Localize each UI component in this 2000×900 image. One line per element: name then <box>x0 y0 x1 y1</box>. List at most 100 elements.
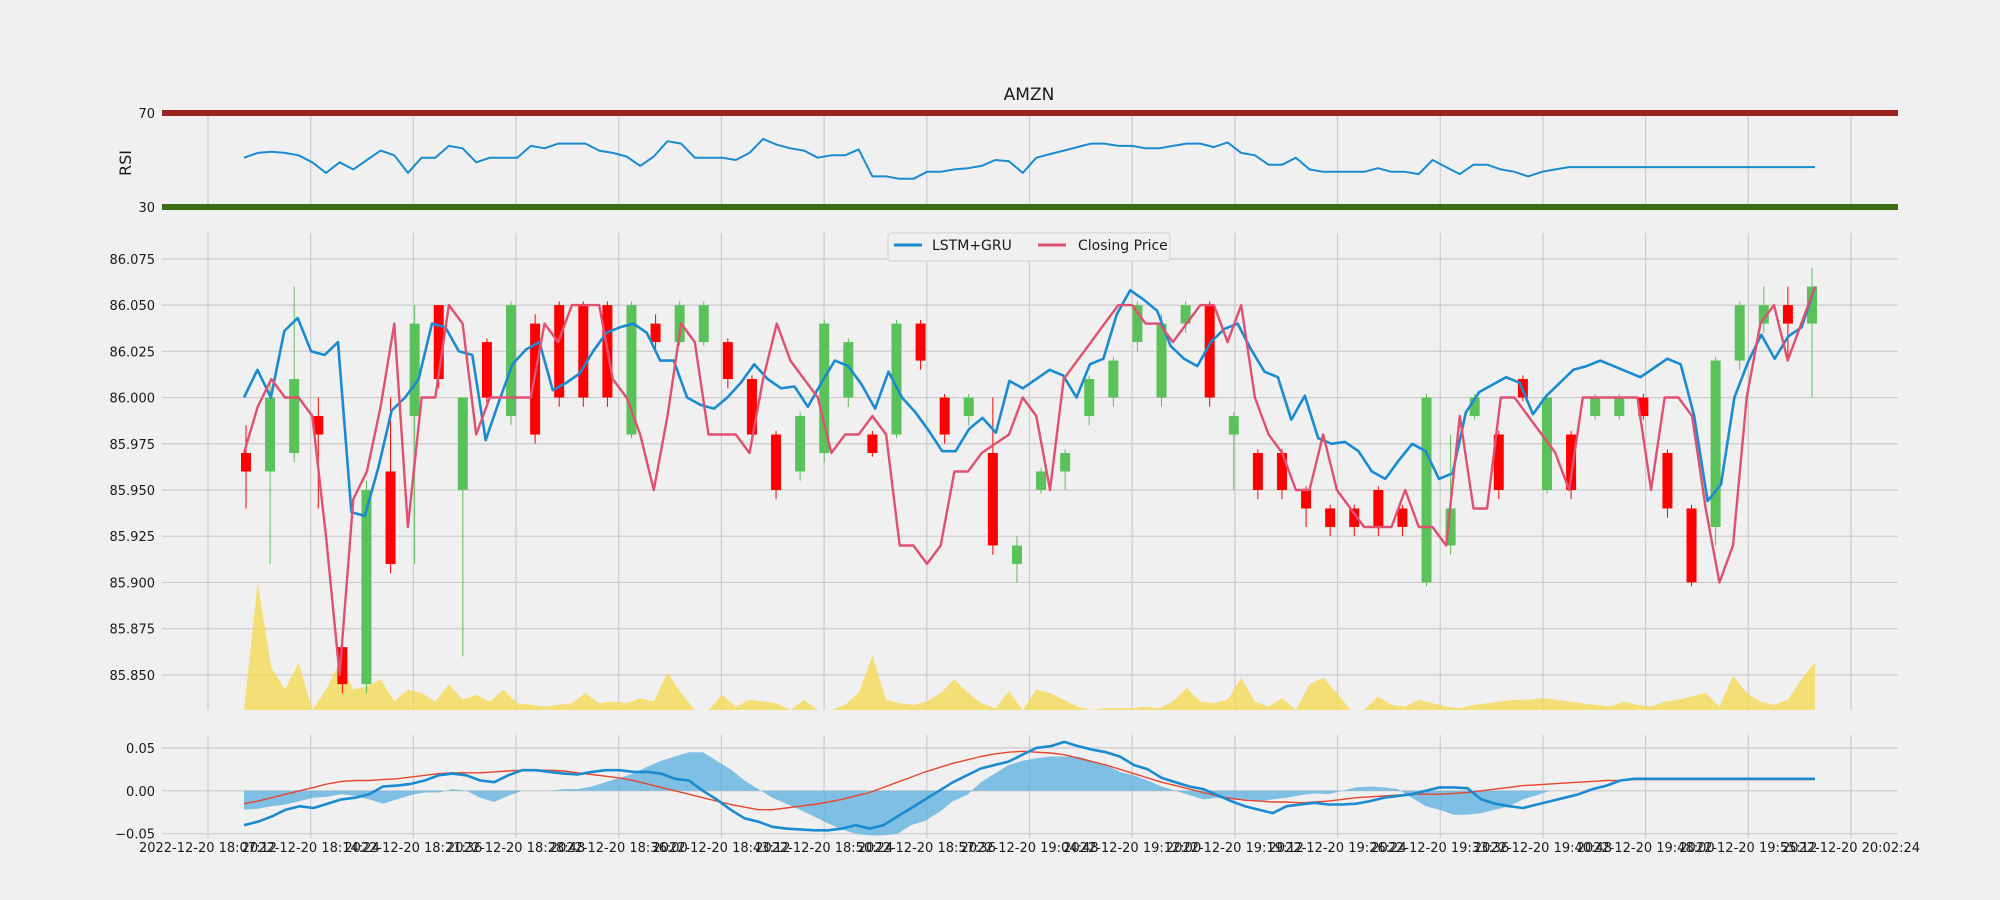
price-tick-label: 85.900 <box>110 576 156 591</box>
candle-down <box>1349 508 1360 527</box>
x-tick-label: 2022-12-20 18:43:12 <box>652 841 790 856</box>
candle-down <box>1276 453 1287 490</box>
candle-up <box>1590 397 1601 417</box>
candle-down <box>1373 489 1384 527</box>
candle-up <box>1614 397 1625 417</box>
rsi-tick-label: 70 <box>138 107 155 122</box>
x-tick-label: 2022-12-20 19:33:36 <box>1371 841 1509 856</box>
candle-up <box>963 397 974 417</box>
macd-tick-label: −0.05 <box>115 828 155 843</box>
candle-up <box>265 397 276 472</box>
macd-tick-label: 0.00 <box>126 785 155 800</box>
candle-up <box>1758 305 1769 324</box>
candle-up <box>626 305 637 435</box>
x-tick-label: 2022-12-20 19:48:00 <box>1577 841 1715 856</box>
rsi-reference-lines <box>162 110 1898 210</box>
candle-down <box>481 342 492 398</box>
candle-up <box>409 323 420 417</box>
volume-area <box>244 582 1815 710</box>
candle-down <box>1325 508 1336 527</box>
price-tick-label: 85.925 <box>110 530 156 545</box>
candle-down <box>241 453 251 472</box>
candle-down <box>313 416 324 435</box>
candle-up <box>1421 397 1432 583</box>
candle-down <box>867 434 878 454</box>
rsi-panel: AMZN RSI 70 30 <box>116 85 1898 216</box>
price-y-ticks: 86.075 86.050 86.025 86.000 85.975 85.950 85.9… <box>110 253 156 684</box>
candle-down <box>1493 434 1504 490</box>
rsi-axis-label: RSI <box>116 150 135 176</box>
candle-down <box>1686 508 1697 583</box>
price-tick-label: 85.875 <box>110 623 156 638</box>
x-tick-label: 2022-12-20 18:36:00 <box>550 841 688 856</box>
legend: LSTM+GRU Closing Price <box>887 232 1171 262</box>
candle-down <box>337 647 348 685</box>
rsi-tick-label: 30 <box>138 201 155 216</box>
x-tick-label: 2022-12-20 19:40:48 <box>1474 841 1612 856</box>
price-tick-label: 86.025 <box>110 345 156 360</box>
candle-down <box>939 397 950 435</box>
rsi-gridlines <box>162 112 1898 208</box>
macd-tick-label: 0.05 <box>126 742 155 757</box>
x-tick-label: 2022-12-20 19:26:24 <box>1269 841 1407 856</box>
price-tick-label: 86.075 <box>110 253 156 268</box>
candle-down <box>1301 489 1312 509</box>
macd-line <box>243 740 1815 832</box>
x-tick-label: 2022-12-20 18:28:48 <box>447 841 585 856</box>
candle-down <box>1566 434 1577 490</box>
legend-box <box>887 232 1171 262</box>
candle-up <box>1156 323 1167 398</box>
price-panel: 86.075 86.050 86.025 86.000 85.975 85.950 85.9… <box>110 232 1898 710</box>
candle-up <box>674 305 685 343</box>
candle-down <box>1397 508 1408 527</box>
candle-up <box>1541 397 1552 490</box>
candle-up <box>1734 305 1745 361</box>
legend-label-lstm-gru: LSTM+GRU <box>932 238 1012 254</box>
candle-up <box>506 305 517 417</box>
candle-down <box>578 305 589 398</box>
candle-down <box>915 323 926 361</box>
x-tick-label: 2022-12-20 18:57:36 <box>858 841 996 856</box>
candle-up <box>1469 397 1480 417</box>
candle-up <box>1228 416 1239 435</box>
x-tick-label: 2022-12-20 19:55:12 <box>1679 841 1817 856</box>
candles <box>241 268 1817 694</box>
candle-up <box>795 416 806 472</box>
candle-up <box>1710 360 1721 527</box>
price-tick-label: 85.850 <box>110 669 156 684</box>
candle-up <box>1036 471 1047 490</box>
x-tick-label: 2022-12-20 18:50:24 <box>755 841 893 856</box>
x-tick-label: 2022-12-20 18:07:12 <box>139 841 277 856</box>
rsi-lines <box>243 137 1815 180</box>
candle-up <box>1445 508 1456 546</box>
candle-down <box>987 453 998 546</box>
x-tick-label: 2022-12-20 18:14:24 <box>242 841 380 856</box>
price-tick-label: 86.000 <box>110 392 156 407</box>
candle-up <box>1060 453 1071 472</box>
chart-title: AMZN <box>1004 85 1055 105</box>
candle-up <box>1084 379 1095 417</box>
candle-up <box>1180 305 1191 324</box>
macd-lines <box>243 740 1815 832</box>
legend-label-closing-price: Closing Price <box>1078 238 1168 254</box>
candle-up <box>1011 545 1022 564</box>
candle-up <box>289 379 300 454</box>
candle-up <box>1807 286 1817 324</box>
candle-down <box>650 323 661 343</box>
candle-down <box>722 342 733 380</box>
candle-up <box>1108 360 1119 398</box>
macd-panel: 0.050.00−0.05 2022-12-20 18:07:122022-12… <box>115 735 1920 856</box>
closing-price-line <box>242 286 1817 677</box>
price-gridlines <box>162 233 1898 710</box>
price-tick-label: 86.050 <box>110 299 156 314</box>
x-tick-label: 2022-12-20 19:12:00 <box>1063 841 1201 856</box>
candle-down <box>746 379 757 435</box>
x-tick-label: 2022-12-20 18:21:36 <box>344 841 482 856</box>
candle-up <box>891 323 902 435</box>
candle-up <box>1132 305 1143 343</box>
x-tick-label: 2022-12-20 19:19:12 <box>1166 841 1304 856</box>
candle-up <box>843 342 854 398</box>
lstm-gru-line <box>242 286 1817 518</box>
